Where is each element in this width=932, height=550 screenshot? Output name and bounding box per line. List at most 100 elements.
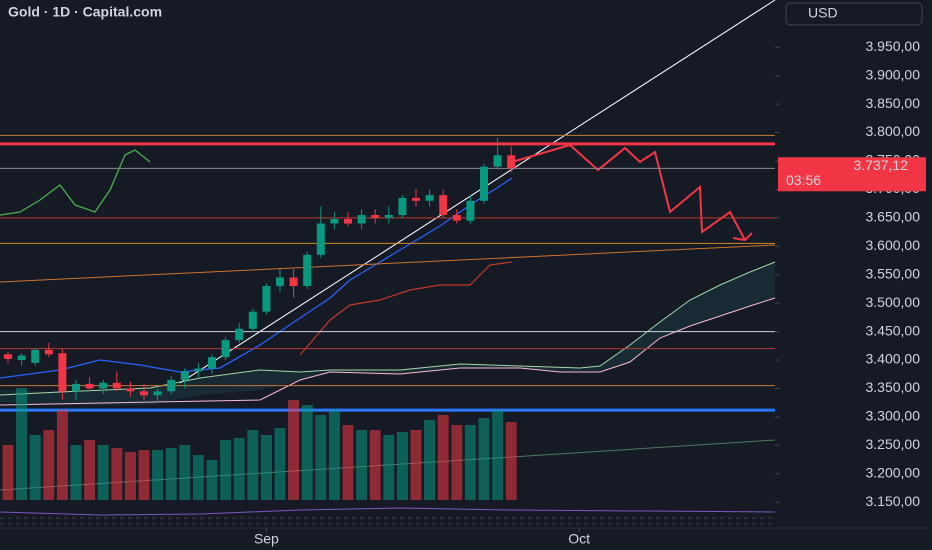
y-tick-label: 3.950,00	[866, 38, 921, 54]
y-tick-label: 3.200,00	[866, 464, 921, 480]
y-tick-label: 3.150,00	[866, 493, 921, 509]
chart-title: Gold · 1D · Capital.com	[8, 4, 162, 20]
candle-body	[466, 200, 475, 221]
volume-bar	[247, 430, 259, 500]
volume-bar	[288, 400, 300, 500]
x-tick-label: Oct	[568, 531, 590, 547]
y-tick-label: 3.550,00	[866, 265, 921, 281]
candle-body	[262, 286, 271, 312]
volume-bar	[369, 430, 381, 500]
volume-bar	[424, 420, 436, 500]
candle-body	[480, 166, 488, 201]
candle-body	[85, 383, 94, 389]
volume-bar	[152, 450, 164, 500]
volume-bar	[396, 432, 408, 500]
volume-bar	[464, 425, 476, 500]
candle-body	[289, 277, 298, 287]
candle-body	[371, 214, 380, 218]
candle-body	[112, 382, 121, 389]
candle-body	[357, 214, 366, 224]
y-tick-label: 3.300,00	[866, 408, 921, 424]
volume-bar	[274, 428, 286, 500]
candle-body	[452, 214, 461, 221]
volume-bar	[410, 430, 422, 500]
volume-bar	[356, 430, 368, 500]
volume-bar	[492, 410, 504, 500]
y-tick-label: 3.850,00	[866, 95, 921, 111]
candle-body	[235, 328, 244, 341]
volume-bar	[43, 430, 55, 500]
y-tick-label: 3.800,00	[866, 123, 921, 139]
candle-body	[72, 383, 80, 392]
volume-bar	[451, 425, 463, 500]
y-tick-label: 3.500,00	[866, 294, 921, 310]
volume-bar	[84, 440, 96, 500]
y-tick-label: 3.400,00	[866, 351, 921, 367]
candle-body	[194, 368, 203, 372]
candle-body	[384, 214, 393, 218]
volume-bar	[70, 445, 82, 500]
y-tick-label: 3.250,00	[866, 436, 921, 452]
candle-body	[276, 277, 284, 287]
volume-bar	[328, 410, 340, 500]
volume-bar	[16, 388, 28, 500]
y-tick-label: 3.600,00	[866, 237, 921, 253]
candle-body	[330, 218, 339, 224]
volume-bar	[233, 438, 245, 500]
candle-body	[17, 355, 26, 361]
candle-body	[44, 349, 53, 355]
candle-body	[507, 155, 516, 169]
candle-body	[412, 197, 420, 201]
volume-bar	[111, 448, 123, 500]
volume-bar	[478, 418, 490, 500]
volume-bar	[124, 452, 136, 500]
candle-body	[208, 357, 216, 369]
candle-body	[167, 379, 176, 392]
currency-box[interactable]	[785, 2, 923, 26]
candle-body	[58, 353, 67, 392]
volume-bar	[301, 405, 313, 500]
candle-body	[126, 388, 135, 392]
y-tick-label: 3.650,00	[866, 209, 921, 225]
candle-body	[344, 218, 352, 224]
candle-body	[425, 195, 434, 201]
volume-bar	[342, 425, 354, 500]
candle-body	[31, 349, 40, 363]
x-tick-label: Sep	[254, 531, 279, 547]
candle-body	[180, 371, 189, 380]
volume-bar	[97, 445, 109, 500]
countdown-label: 03:56	[786, 172, 821, 188]
y-tick-label: 3.350,00	[866, 379, 921, 395]
candle-body	[439, 195, 448, 215]
candle-body	[140, 391, 148, 396]
volume-bar	[315, 415, 327, 500]
candle-body	[316, 223, 325, 255]
candle-body	[4, 354, 12, 359]
volume-bar	[29, 435, 41, 500]
y-tick-label: 3.900,00	[866, 66, 921, 82]
volume-bar	[179, 445, 191, 500]
currency-label[interactable]: USD	[808, 5, 838, 21]
candle-body	[221, 340, 230, 358]
candle-body	[493, 155, 502, 167]
candle-body	[248, 311, 257, 329]
candle-body	[153, 391, 162, 396]
volume-bar	[56, 410, 68, 500]
volume-bar	[383, 435, 395, 500]
last-price-box	[778, 157, 926, 192]
volume-bar	[220, 440, 232, 500]
y-tick-label: 3.450,00	[866, 322, 921, 338]
volume-bar	[505, 422, 517, 500]
volume-bar	[437, 415, 449, 500]
candle-body	[398, 197, 407, 215]
last-price-label: 3.737,12	[854, 157, 909, 173]
volume-bar	[138, 450, 150, 500]
volume-bar	[206, 460, 218, 500]
volume-bar	[2, 445, 14, 500]
candle-body	[303, 254, 312, 287]
volume-bar	[165, 448, 177, 500]
candle-body	[99, 382, 108, 389]
volume-bar	[192, 455, 204, 500]
volume-bar	[260, 435, 272, 500]
